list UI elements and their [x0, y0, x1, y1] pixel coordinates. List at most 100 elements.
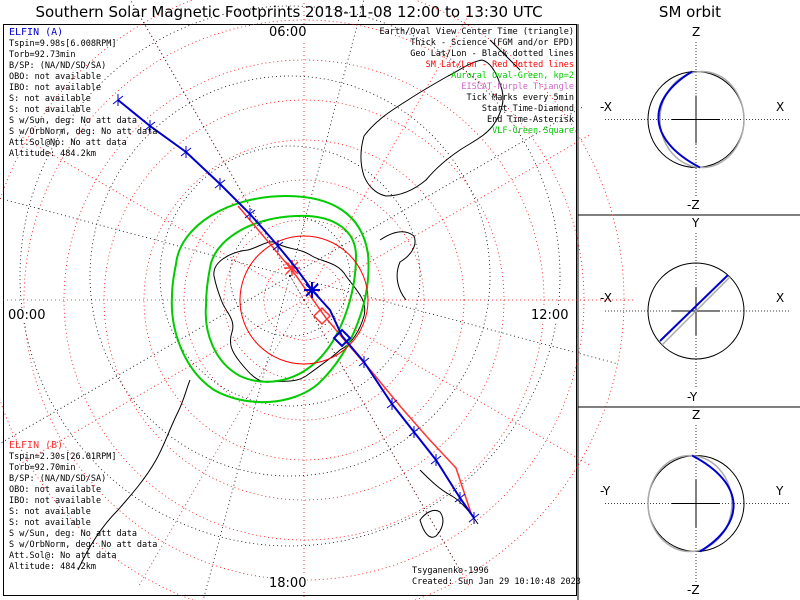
orbit-title: SM orbit: [658, 3, 722, 21]
asia-coast: [489, 39, 521, 71]
map-frame: [3, 24, 577, 596]
probe-b-track: [237, 205, 473, 517]
sm-polar-circle: [239, 235, 369, 365]
probe-b-start-diamond: [312, 306, 332, 326]
model-info: Tsyganenko-1996 Created: Sun Jan 29 10:1…: [412, 566, 581, 588]
orbit-axis-label-right: X: [776, 99, 785, 114]
geo-latitude-circle: [89, 75, 491, 477]
legend-entry: VLF-Green Square: [492, 126, 574, 136]
orbit-axis-label-bottom: -Y: [687, 390, 698, 404]
geo-longitude-line: [289, 275, 461, 571]
orbit-axis-label-left: -X: [600, 291, 612, 305]
probe-a-tick: [408, 426, 420, 438]
orbit-a: [657, 70, 701, 169]
probe-a-info-line: B/SP: (NA/ND/SD/SA): [9, 61, 107, 71]
probe-b-info-line: Att.Sol@: No att data: [9, 551, 117, 561]
probe-b-info: ELFIN (B) Tspin=2.30s[26.01RPM] Torb=92.7…: [9, 440, 157, 573]
probe-b-info-line: S w/OrbNorm, deg: No att data: [9, 540, 158, 550]
probe-a-tick: [468, 512, 480, 524]
orbit-axis-label-left: -Y: [600, 483, 611, 498]
probe-a-tick: [244, 208, 256, 220]
orbit-b: [647, 454, 733, 553]
probe-a-tick-marks: [112, 94, 480, 524]
probe-a-info-line: S w/Sun, deg: No att data: [9, 116, 137, 126]
south-america-coast: [77, 379, 191, 571]
auroral-oval-equatorward: [170, 194, 370, 404]
probe-a-tick: [430, 454, 442, 466]
geo-longitude-line: [0, 197, 291, 277]
auroral-oval-poleward: [204, 214, 358, 383]
legend-entry: Geo Lat/Lon - Black dotted lines: [410, 49, 574, 59]
sm-longitude-line: [303, 134, 590, 301]
orbit-b: [659, 70, 745, 169]
probe-b-end-asterisk: [284, 260, 300, 276]
probe-b-info-line: S w/Sun, deg: No att data: [9, 529, 137, 539]
legend: Earth/Oval View Center Time (triangle) Th…: [380, 27, 574, 137]
probe-a-info-line: Tspin=9.98s[6.008RPM]: [9, 39, 117, 49]
australia-coast: [360, 59, 504, 197]
mlt-label-bottom: 18:00: [268, 576, 308, 591]
orbit-axis-label-bottom: -Z: [687, 198, 700, 212]
probe-a-info-line: S: not available: [9, 105, 91, 115]
orbit-axis-label-bottom: -Z: [687, 583, 700, 597]
probe-a-info-line: Att.Sol@Np: No att data: [9, 138, 127, 148]
sm-longitude-line: [138, 299, 305, 586]
chart-title: Southern Solar Magnetic Footprints 2018-…: [35, 3, 543, 21]
orbit-a: [691, 454, 735, 553]
sm-longitude-line: [303, 299, 590, 466]
probe-a-tick: [144, 120, 156, 132]
sm-longitude-line: [138, 14, 305, 301]
geo-longitude-line: [289, 0, 365, 277]
orbit-axis-label-right: Y: [776, 483, 784, 498]
probe-b-info-line: OBO: not available: [9, 485, 102, 495]
legend-entry: Earth/Oval View Center Time (triangle): [379, 27, 574, 37]
probe-b-info-line: Tspin=2.30s[26.01RPM]: [9, 452, 117, 462]
created-date: Created: Sun Jan 29 10:10:48 2023: [412, 577, 581, 587]
auroral-oval: [170, 194, 370, 404]
mlt-label-top: 06:00: [268, 25, 308, 40]
orbit-axis-label-right: X: [776, 291, 785, 305]
probe-b-info-line: S: not available: [9, 518, 91, 528]
probe-b-info-line: Altitude: 484.2km: [9, 562, 96, 572]
probe-a-info-line: Altitude: 484.2km: [9, 149, 96, 159]
probe-b-info-line: S: not available: [9, 507, 91, 517]
probe-a-info-line: S w/OrbNorm, deg: No att data: [9, 127, 158, 137]
geo-longitude-line: [289, 275, 619, 365]
orbit-plots: [605, 42, 790, 582]
orbit-axis-label-left: -X: [600, 99, 612, 114]
legend-entry: End Time-Asterisk: [487, 115, 574, 125]
earth-circle: [647, 262, 745, 360]
orbit-a: [659, 274, 729, 342]
geo-latitude-circle: [229, 215, 351, 337]
geo-longitude-line: [202, 275, 291, 600]
probe-a-info-line: Torb=92.73min: [9, 50, 76, 60]
legend-entry: Tick Marks every 5min: [466, 93, 574, 103]
probe-a-tick: [386, 398, 398, 410]
orbit-axis-label-top: Z: [692, 25, 701, 39]
sm-longitude-line: [303, 14, 470, 301]
legend-entry: SM Lat/Lon - Red dotted lines: [425, 60, 574, 70]
probe-b-info-line: IBO: not available: [9, 496, 102, 506]
probe-a-tick: [272, 240, 284, 252]
probe-a-end-asterisk: [304, 282, 320, 298]
probe-a-info-line: IBO: not available: [9, 83, 102, 93]
probe-b-name: ELFIN (B): [9, 440, 64, 451]
geo-longitude-line: [0, 275, 291, 444]
madagascar-coast: [419, 509, 444, 538]
sm-longitude-line: [18, 134, 305, 301]
probe-a-name: ELFIN (A): [9, 27, 64, 38]
legend-entry: EISCAT-Purple Triangle: [461, 82, 574, 92]
new-zealand-coast: [379, 231, 416, 301]
legend-entry: Start Time-Diamond: [481, 104, 574, 114]
probe-a-track: [117, 99, 475, 519]
mlt-label-right: 12:00: [530, 308, 570, 323]
probe-a-info: ELFIN (A) Tspin=9.98s[6.008RPM] Torb=92.7…: [9, 27, 157, 160]
model-name: Tsyganenko-1996: [412, 566, 489, 576]
geo-latitude-circle: [19, 5, 561, 547]
sm-longitude-line: [18, 299, 305, 466]
probe-b-info-line: Torb=92.70min: [9, 463, 76, 473]
probe-b-info-line: B/SP: (NA/ND/SD/SA): [9, 474, 107, 484]
orbit-axis-label-top: Y: [692, 216, 700, 230]
geo-latitude-circle: [159, 145, 421, 407]
